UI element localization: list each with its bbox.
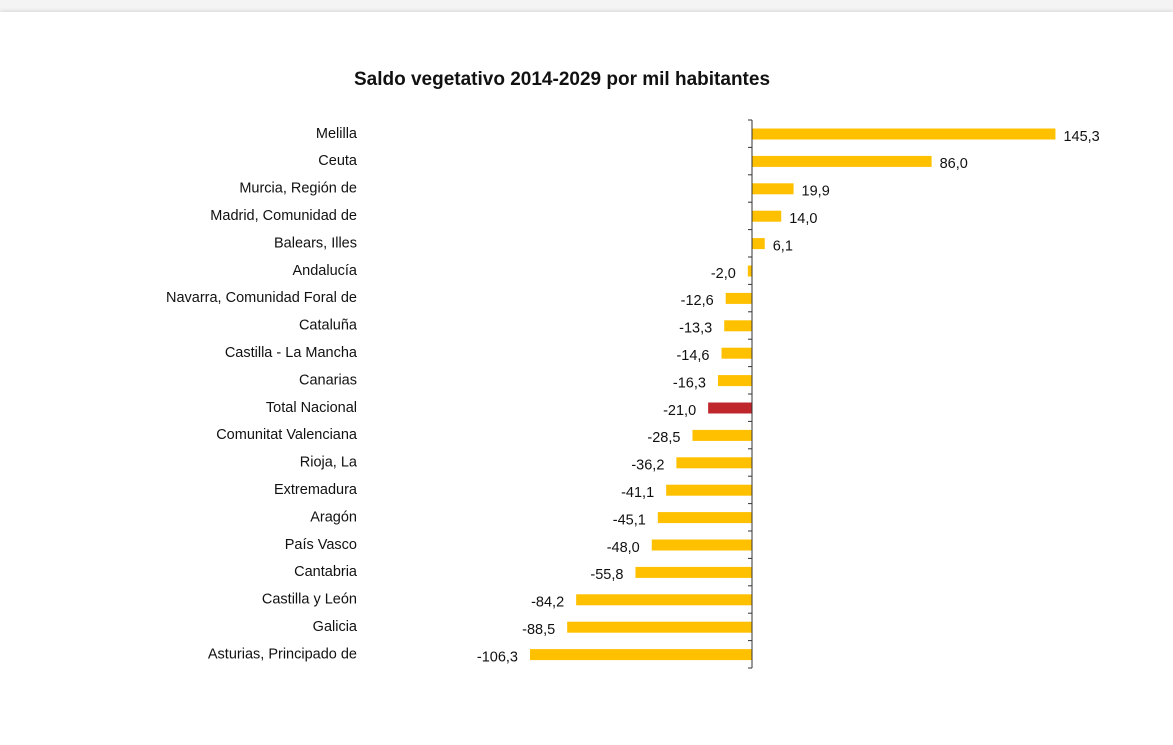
bar <box>657 512 752 524</box>
value-label: -84,2 <box>531 595 564 611</box>
value-label: -55,8 <box>590 567 623 583</box>
category-label: Canarias <box>299 372 357 388</box>
bar <box>724 320 752 332</box>
bar <box>567 621 752 633</box>
bar <box>752 155 932 167</box>
value-label: -16,3 <box>673 375 706 391</box>
bar <box>747 265 752 277</box>
value-label: -2,0 <box>711 266 736 282</box>
bar <box>651 539 752 551</box>
value-label: 19,9 <box>802 184 830 200</box>
bar <box>708 402 752 414</box>
value-label: -14,6 <box>676 348 709 364</box>
category-label: Cataluña <box>299 318 358 334</box>
bar <box>635 566 752 578</box>
bar <box>752 183 794 195</box>
value-label: 86,0 <box>940 156 968 172</box>
value-label: -45,1 <box>613 512 646 528</box>
bar <box>752 238 765 250</box>
value-label: -41,1 <box>621 485 654 501</box>
category-label: Comunitat Valenciana <box>216 427 358 443</box>
value-label: -28,5 <box>647 430 680 446</box>
category-label: Navarra, Comunidad Foral de <box>166 290 357 306</box>
category-label: Rioja, La <box>300 455 358 471</box>
bar <box>666 484 752 496</box>
category-label: Asturias, Principado de <box>208 646 357 662</box>
bar <box>717 375 752 387</box>
bar <box>752 210 782 222</box>
category-label: Aragón <box>310 509 357 525</box>
category-label: Madrid, Comunidad de <box>210 208 357 224</box>
category-label: Castilla - La Mancha <box>225 345 358 361</box>
value-label: -12,6 <box>681 293 714 309</box>
category-label: Balears, Illes <box>274 235 357 251</box>
value-label: -13,3 <box>679 321 712 337</box>
bar <box>752 128 1056 140</box>
value-label: 6,1 <box>773 238 793 254</box>
category-label: Andalucía <box>293 263 358 279</box>
category-label: Total Nacional <box>266 400 357 416</box>
category-label: Castilla y León <box>262 592 357 608</box>
value-label: -36,2 <box>631 458 664 474</box>
category-label: Extremadura <box>274 482 358 498</box>
bar <box>576 594 752 606</box>
bar <box>530 649 752 661</box>
value-label: -48,0 <box>607 540 640 556</box>
chart-title: Saldo vegetativo 2014-2029 por mil habit… <box>354 69 770 90</box>
bar <box>725 292 752 304</box>
category-label: Galicia <box>313 619 358 635</box>
value-label: -106,3 <box>477 649 518 665</box>
category-label: Murcia, Región de <box>239 181 357 197</box>
bar <box>721 347 752 359</box>
category-label: Cantabria <box>294 564 358 580</box>
value-label: 14,0 <box>789 211 817 227</box>
bar <box>692 429 752 441</box>
category-label: Melilla <box>316 126 358 142</box>
bar <box>676 457 752 469</box>
value-label: 145,3 <box>1063 129 1099 145</box>
category-label: Ceuta <box>318 153 358 169</box>
value-label: -88,5 <box>522 622 555 638</box>
category-label: País Vasco <box>285 537 357 553</box>
value-label: -21,0 <box>663 403 696 419</box>
